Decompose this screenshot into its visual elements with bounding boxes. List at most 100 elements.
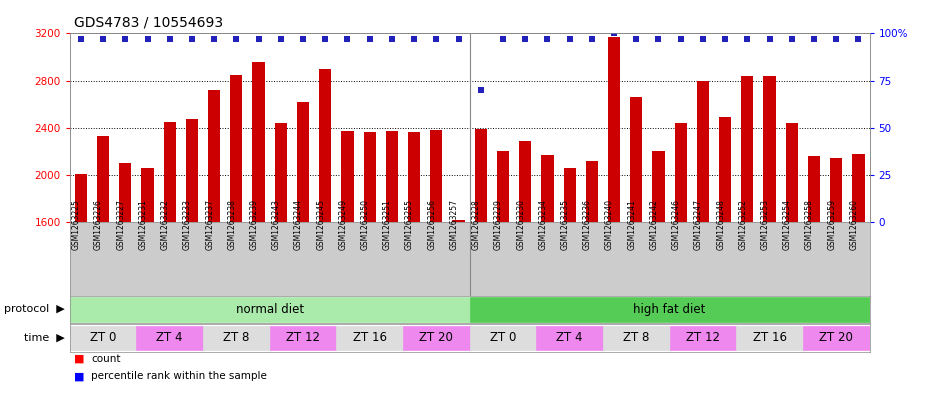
- Text: ZT 0: ZT 0: [90, 331, 116, 345]
- Bar: [341, 131, 353, 222]
- Text: GSM1263226: GSM1263226: [94, 200, 103, 250]
- Bar: [70, 297, 470, 321]
- Text: GSM1263233: GSM1263233: [183, 200, 192, 250]
- Text: normal diet: normal diet: [235, 303, 304, 316]
- Bar: [719, 117, 731, 222]
- Bar: [70, 325, 137, 351]
- Point: [606, 30, 621, 37]
- Point: [206, 36, 221, 42]
- Point: [429, 36, 444, 42]
- Text: GDS4783 / 10554693: GDS4783 / 10554693: [74, 15, 223, 29]
- Point: [140, 36, 155, 42]
- Text: GSM1263260: GSM1263260: [849, 200, 858, 250]
- Point: [363, 36, 378, 42]
- Bar: [608, 37, 620, 222]
- Bar: [274, 123, 287, 222]
- Point: [273, 36, 288, 42]
- Bar: [697, 81, 709, 222]
- Point: [696, 36, 711, 42]
- Point: [629, 36, 644, 42]
- Bar: [603, 325, 670, 351]
- Point: [740, 36, 755, 42]
- Bar: [252, 62, 265, 222]
- Point: [251, 36, 266, 42]
- Point: [651, 36, 666, 42]
- Text: GSM1263255: GSM1263255: [405, 200, 414, 250]
- Text: ZT 8: ZT 8: [623, 331, 649, 345]
- Bar: [452, 220, 465, 222]
- Text: GSM1263228: GSM1263228: [472, 200, 481, 250]
- Bar: [403, 325, 470, 351]
- Text: protocol  ▶: protocol ▶: [5, 304, 65, 314]
- Text: GSM1263237: GSM1263237: [206, 200, 214, 250]
- Bar: [474, 129, 487, 222]
- Point: [118, 36, 133, 42]
- Text: high fat diet: high fat diet: [633, 303, 706, 316]
- Bar: [386, 131, 398, 222]
- Point: [96, 36, 111, 42]
- Text: GSM1263256: GSM1263256: [427, 200, 436, 250]
- Text: GSM1263238: GSM1263238: [227, 200, 236, 250]
- Bar: [631, 97, 643, 222]
- Text: GSM1263240: GSM1263240: [605, 200, 614, 250]
- Text: ZT 4: ZT 4: [556, 331, 583, 345]
- Bar: [337, 325, 403, 351]
- Bar: [674, 123, 687, 222]
- Bar: [364, 132, 376, 222]
- Bar: [297, 102, 309, 222]
- Text: GSM1263247: GSM1263247: [694, 200, 703, 250]
- Point: [829, 36, 844, 42]
- Bar: [208, 90, 220, 222]
- Bar: [141, 168, 153, 222]
- Text: ZT 20: ZT 20: [419, 331, 453, 345]
- Bar: [519, 141, 531, 222]
- Text: GSM1263229: GSM1263229: [494, 200, 503, 250]
- Bar: [737, 325, 803, 351]
- Text: GSM1263241: GSM1263241: [627, 200, 636, 250]
- Point: [406, 36, 421, 42]
- Point: [718, 36, 733, 42]
- Text: GSM1263246: GSM1263246: [671, 200, 681, 250]
- Bar: [670, 325, 737, 351]
- Bar: [652, 151, 665, 222]
- Bar: [408, 132, 420, 222]
- Point: [762, 36, 777, 42]
- Bar: [830, 158, 843, 222]
- Text: GSM1263245: GSM1263245: [316, 200, 326, 250]
- Point: [318, 36, 333, 42]
- Text: GSM1263225: GSM1263225: [72, 200, 81, 250]
- Text: GSM1263252: GSM1263252: [738, 200, 748, 250]
- Text: GSM1263248: GSM1263248: [716, 200, 725, 250]
- Text: ZT 16: ZT 16: [752, 331, 787, 345]
- Text: percentile rank within the sample: percentile rank within the sample: [91, 371, 267, 381]
- Bar: [231, 75, 243, 222]
- Text: time  ▶: time ▶: [24, 333, 65, 343]
- Text: GSM1263250: GSM1263250: [361, 200, 370, 250]
- Point: [806, 36, 821, 42]
- Bar: [119, 163, 131, 222]
- Text: GSM1263242: GSM1263242: [649, 200, 658, 250]
- Point: [184, 36, 199, 42]
- Bar: [164, 122, 176, 222]
- Bar: [431, 130, 443, 222]
- Text: GSM1263257: GSM1263257: [449, 200, 458, 250]
- Text: ZT 12: ZT 12: [686, 331, 720, 345]
- Text: ■: ■: [74, 354, 85, 364]
- Point: [451, 36, 466, 42]
- Bar: [319, 69, 331, 222]
- Bar: [541, 155, 553, 222]
- Bar: [97, 136, 109, 222]
- Bar: [852, 154, 865, 222]
- Text: GSM1263251: GSM1263251: [383, 200, 392, 250]
- Text: ZT 16: ZT 16: [352, 331, 387, 345]
- Text: GSM1263230: GSM1263230: [516, 200, 525, 250]
- Bar: [470, 325, 537, 351]
- Point: [229, 36, 244, 42]
- Bar: [497, 151, 509, 222]
- Bar: [74, 174, 87, 222]
- Text: ZT 20: ZT 20: [819, 331, 853, 345]
- Text: ■: ■: [74, 371, 85, 381]
- Point: [518, 36, 533, 42]
- Text: count: count: [91, 354, 121, 364]
- Bar: [786, 123, 798, 222]
